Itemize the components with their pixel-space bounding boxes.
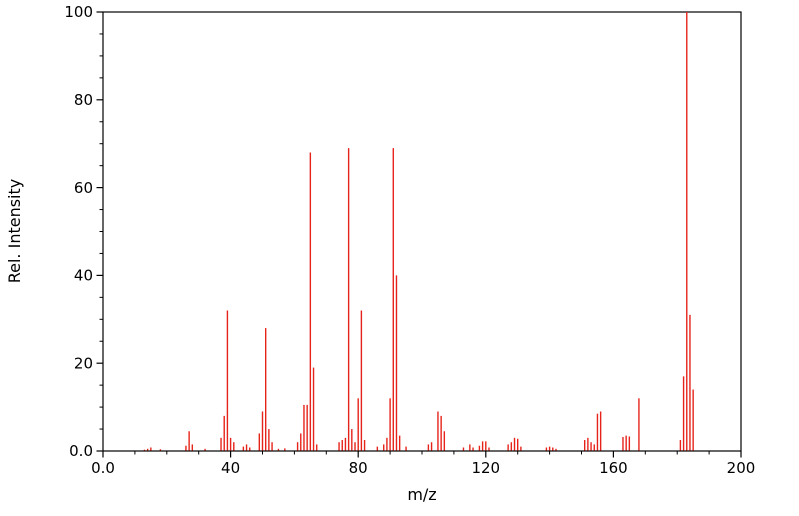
x-tick-label: 200	[727, 459, 756, 477]
x-tick-label: 40	[221, 459, 240, 477]
y-tick-label: 100	[64, 3, 93, 21]
x-tick-label: 80	[349, 459, 368, 477]
plot-frame	[102, 11, 742, 452]
x-tick-label: 120	[471, 459, 500, 477]
x-axis-label: m/z	[407, 485, 436, 504]
y-tick-label: 60	[74, 179, 93, 197]
y-tick-label: 40	[74, 267, 93, 285]
x-tick-label: 0.0	[91, 459, 115, 477]
y-axis-label: Rel. Intensity	[5, 179, 24, 284]
axis-ticks: 0.0 40 80 120 160 200 0.0 20 40 60 80 100	[64, 3, 755, 477]
spectrum-peaks	[143, 12, 694, 451]
x-tick-label: 160	[599, 459, 628, 477]
y-tick-label: 80	[74, 91, 93, 109]
y-tick-label: 20	[74, 354, 93, 372]
y-tick-label: 0.0	[69, 442, 93, 460]
